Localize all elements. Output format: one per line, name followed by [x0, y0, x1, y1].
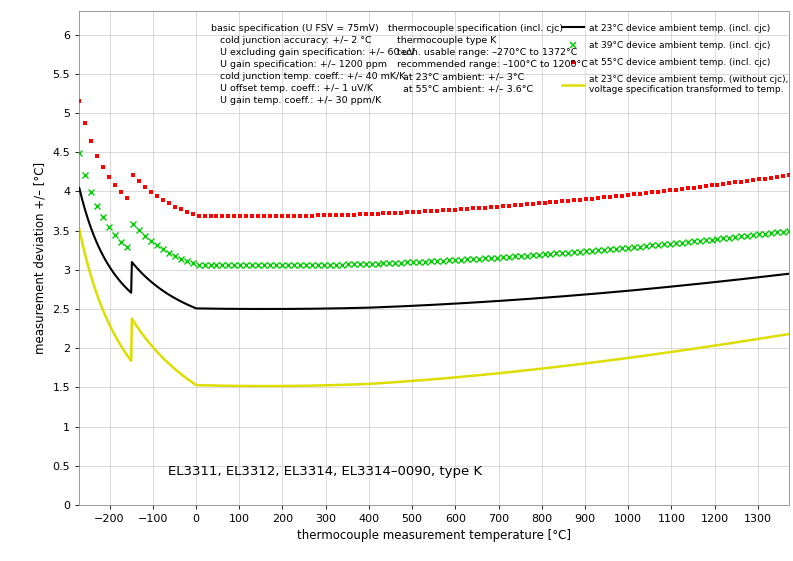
Text: thermocouple specification (incl. cjc)
   thermocouple type K
   tech. usable ra: thermocouple specification (incl. cjc) t… [388, 24, 588, 93]
Text: basic specification (U FSV = 75mV)
   cold junction accuracy: +/– 2 °C
   U excl: basic specification (U FSV = 75mV) cold … [211, 24, 415, 105]
X-axis label: thermocouple measurement temperature [°C]: thermocouple measurement temperature [°C… [297, 530, 571, 542]
Y-axis label: measurement deviation +/– [°C]: measurement deviation +/– [°C] [34, 162, 47, 354]
Text: EL3311, EL3312, EL3314, EL3314–0090, type K: EL3311, EL3312, EL3314, EL3314–0090, typ… [168, 465, 482, 478]
Legend: at 23°C device ambient temp. (incl. cjc), at 39°C device ambient temp. (incl. cj: at 23°C device ambient temp. (incl. cjc)… [562, 24, 788, 94]
